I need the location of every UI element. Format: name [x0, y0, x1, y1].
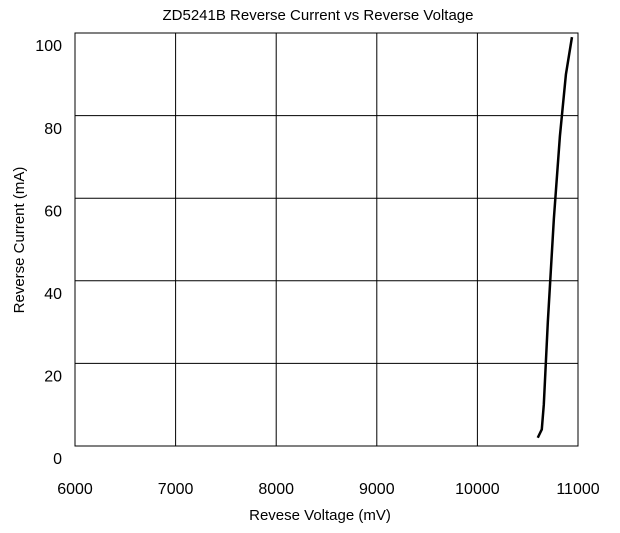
- y-tick-label: 100: [35, 38, 62, 55]
- y-tick-label: 40: [44, 286, 62, 303]
- data-line: [536, 36, 574, 439]
- x-tick-label: 11000: [556, 481, 599, 498]
- x-tick-label: 7000: [158, 481, 194, 498]
- y-tick-label: 0: [53, 451, 62, 468]
- y-axis-label: Reverse Current (mA): [11, 167, 28, 314]
- x-axis-label: Revese Voltage (mV): [249, 507, 391, 524]
- x-tick-label: 6000: [57, 481, 93, 498]
- x-tick-label: 8000: [258, 481, 294, 498]
- y-tick-label: 60: [44, 203, 62, 220]
- x-tick-label: 10000: [455, 481, 500, 498]
- plot-border: [74, 32, 579, 447]
- chart-title: ZD5241B Reverse Current vs Reverse Volta…: [163, 7, 474, 24]
- x-tick-label: 9000: [359, 481, 395, 498]
- y-tick-label: 20: [44, 369, 62, 386]
- y-tick-label: 80: [44, 121, 62, 138]
